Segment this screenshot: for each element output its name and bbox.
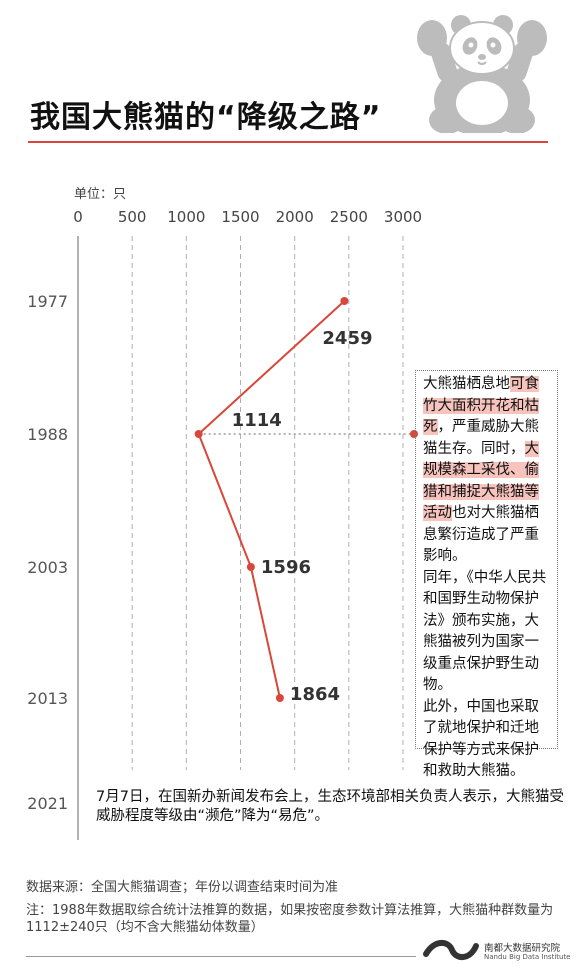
year-label: 2021 xyxy=(27,794,68,813)
x-tick-label: 1000 xyxy=(167,208,205,226)
connector-dot xyxy=(410,430,418,438)
note-1988-para3: 此外，中国也采取了就地保护和迁地保护等方式来保护和救助大熊猫。 xyxy=(423,698,539,780)
note-2021: 7月7日，在国新办新闻发布会上，生态环境部相关负责人表示，大熊猫受威胁程度等级由… xyxy=(96,789,564,824)
x-tick-label: 2000 xyxy=(276,208,314,226)
year-label: 2003 xyxy=(27,558,68,577)
page-title: 我国大熊猫的“降级之路” xyxy=(30,100,382,135)
note-text: ，严重威胁大熊猫生存。同时， xyxy=(423,419,539,457)
value-label: 1864 xyxy=(290,684,340,705)
data-point xyxy=(275,694,284,702)
title-divider xyxy=(28,141,548,143)
year-label: 2013 xyxy=(27,689,68,708)
footer-divider xyxy=(26,956,416,957)
x-tick-label: 3000 xyxy=(384,208,422,226)
logo-icon xyxy=(423,940,479,960)
unit-label: 单位：只 xyxy=(74,187,127,202)
note-1988-para1: 大熊猫栖息地可食竹大面积开花和枯死，严重威胁大熊猫生存。同时，大规模森工采伐、偷… xyxy=(423,374,553,568)
panda-illustration xyxy=(417,15,547,133)
data-source: 数据来源：全国大熊猫调查；年份以调查结束时间为准 xyxy=(26,880,339,895)
data-point xyxy=(194,430,203,438)
series-line xyxy=(197,300,346,699)
note-text: 大熊猫栖息地 xyxy=(423,376,510,392)
year-label: 1977 xyxy=(27,292,68,311)
value-label: 1596 xyxy=(261,557,311,578)
year-label: 1988 xyxy=(27,425,68,444)
logo-name-en: Nandu Big Data Institute xyxy=(484,953,571,961)
note-text: 也对大熊猫栖息繁衍造成了严重影响。 xyxy=(423,505,539,564)
footnote: 注：1988年数据取综合统计法推算的数据，如果按密度参数计算法推算，大熊猫种群数… xyxy=(26,903,554,935)
value-label: 1114 xyxy=(232,410,282,431)
x-tick-label: 500 xyxy=(118,208,147,226)
data-point xyxy=(246,563,255,571)
x-tick-label: 2500 xyxy=(330,208,368,226)
note-1988-para2: 同年，《中华人民共和国野生动物保护法》颁布实施，大熊猫被列为国家一级重点保护野生… xyxy=(423,569,547,694)
logo-name-cn: 南都大数据研究院 xyxy=(484,943,561,954)
x-tick-label: 0 xyxy=(73,208,83,226)
value-label: 2459 xyxy=(322,328,372,349)
note-1988: 大熊猫栖息地可食竹大面积开花和枯死，严重威胁大熊猫生存。同时，大规模森工采伐、偷… xyxy=(415,370,558,779)
data-point xyxy=(340,297,349,305)
x-tick-label: 1500 xyxy=(221,208,259,226)
